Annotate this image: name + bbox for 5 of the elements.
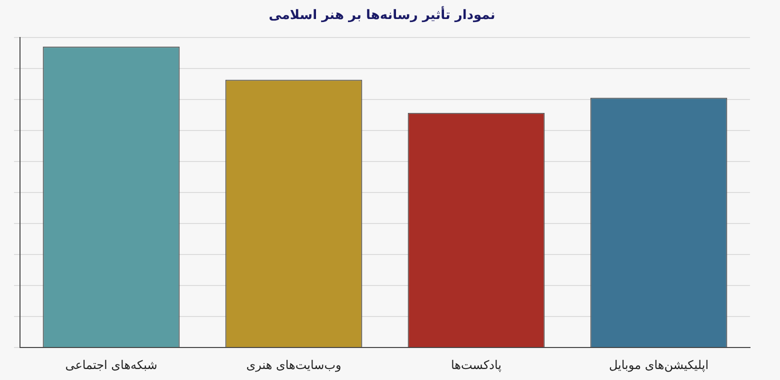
x-tick-label: پادکست‌ها [450, 358, 502, 372]
x-tick-label: اپلیکیشن‌های موبایل [608, 358, 709, 372]
x-tick-label: شبکه‌های اجتماعی [65, 358, 158, 372]
chart-title: نمودار تأثیر رسانه‌ها بر هنر اسلامی [268, 6, 496, 24]
x-tick-label: وب‌سایت‌های هنری [246, 358, 342, 372]
